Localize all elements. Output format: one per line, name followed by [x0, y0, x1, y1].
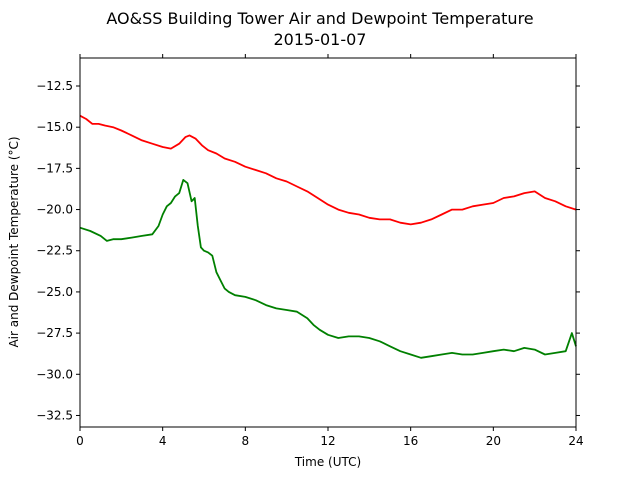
- x-tick-label: 0: [76, 434, 84, 448]
- air-temperature-line: [79, 114, 577, 226]
- dewpoint-temperature-line: [79, 178, 577, 359]
- x-axis-label: Time (UTC): [294, 455, 361, 469]
- y-tick-label: −15.0: [36, 120, 73, 134]
- ticks-layer: 0 4 8 12 16 20 24 −32.5 −30.0 −27.5 −25.0 −22.5 −20.…: [36, 54, 584, 448]
- y-tick-label: −32.5: [36, 408, 73, 422]
- x-tick-label: 4: [159, 434, 167, 448]
- y-tick-label: −30.0: [36, 367, 73, 381]
- chart-subtitle: 2015-01-07: [274, 30, 367, 49]
- y-tick-label: −12.5: [36, 79, 73, 93]
- y-tick-label: −20.0: [36, 203, 73, 217]
- plot-frame: [79, 57, 577, 428]
- y-tick-label: −25.0: [36, 285, 73, 299]
- x-tick-label: 24: [568, 434, 583, 448]
- x-tick-label: 16: [403, 434, 418, 448]
- chart-title: AO&SS Building Tower Air and Dewpoint Te…: [106, 9, 533, 28]
- x-tick-label: 12: [320, 434, 335, 448]
- x-tick-label: 20: [486, 434, 501, 448]
- y-axis-label: Air and Dewpoint Temperature (°C): [7, 136, 21, 347]
- series-layer: [79, 114, 577, 359]
- x-tick-label: 8: [242, 434, 250, 448]
- y-tick-label: −17.5: [36, 161, 73, 175]
- y-tick-label: −27.5: [36, 326, 73, 340]
- y-tick-label: −22.5: [36, 244, 73, 258]
